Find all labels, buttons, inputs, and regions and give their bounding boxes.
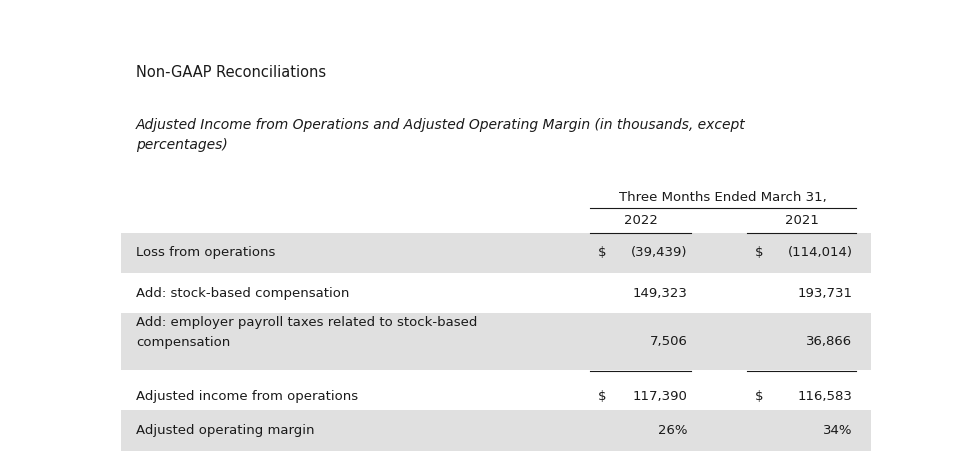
Text: $: $ xyxy=(597,390,606,403)
Text: 116,583: 116,583 xyxy=(798,390,853,403)
Text: 7,506: 7,506 xyxy=(650,335,687,348)
Text: 2022: 2022 xyxy=(623,214,657,227)
Text: Adjusted operating margin: Adjusted operating margin xyxy=(136,424,315,437)
Text: (39,439): (39,439) xyxy=(631,246,687,259)
Text: 36,866: 36,866 xyxy=(806,335,853,348)
Text: 34%: 34% xyxy=(823,424,853,437)
Text: Three Months Ended March 31,: Three Months Ended March 31, xyxy=(620,191,827,204)
Text: 117,390: 117,390 xyxy=(632,390,687,403)
Text: Non-GAAP Reconciliations: Non-GAAP Reconciliations xyxy=(136,65,326,80)
Text: Adjusted Income from Operations and Adjusted Operating Margin (in thousands, exc: Adjusted Income from Operations and Adju… xyxy=(136,118,745,152)
Text: Loss from operations: Loss from operations xyxy=(136,246,275,259)
Text: $: $ xyxy=(755,390,764,403)
Text: Add: stock-based compensation: Add: stock-based compensation xyxy=(136,287,349,300)
Text: $: $ xyxy=(755,246,764,259)
Text: 2021: 2021 xyxy=(785,214,819,227)
Text: 149,323: 149,323 xyxy=(632,287,687,300)
Text: (114,014): (114,014) xyxy=(787,246,853,259)
Text: 26%: 26% xyxy=(658,424,687,437)
Text: $: $ xyxy=(597,246,606,259)
Text: 193,731: 193,731 xyxy=(798,287,853,300)
Text: Add: employer payroll taxes related to stock-based
compensation: Add: employer payroll taxes related to s… xyxy=(136,316,477,349)
Text: Adjusted income from operations: Adjusted income from operations xyxy=(136,390,358,403)
